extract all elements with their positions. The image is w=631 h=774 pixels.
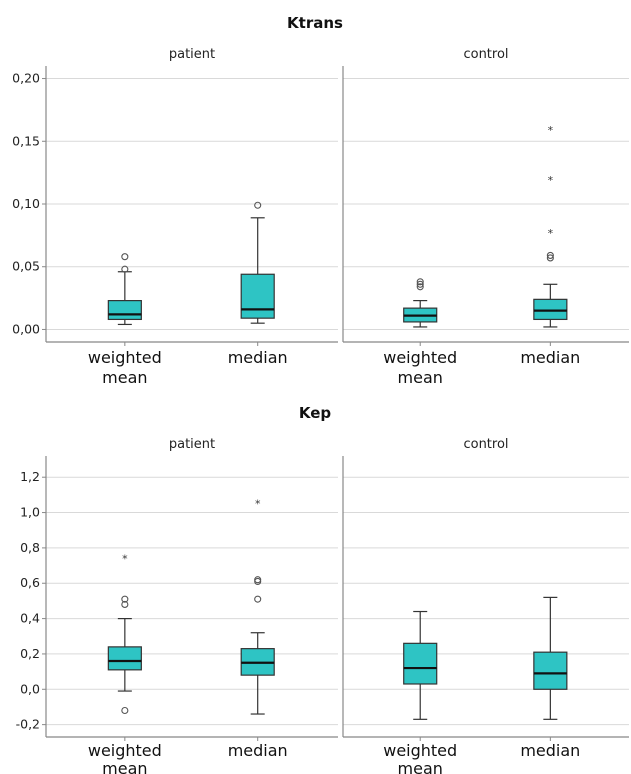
chart-title: Kep — [299, 404, 332, 422]
box-iqr — [403, 642, 438, 685]
x-category-label: mean — [398, 759, 443, 774]
box-iqr — [107, 646, 142, 671]
y-tick-label: -0,2 — [16, 717, 40, 732]
y-tick-label: 1,2 — [20, 469, 40, 484]
box-iqr — [240, 273, 275, 319]
outlier-point — [546, 254, 554, 262]
box-iqr — [107, 300, 142, 321]
panel-label-control: control — [463, 47, 508, 62]
y-tick-label: 0,4 — [20, 611, 40, 626]
chart-title: Ktrans — [287, 14, 343, 32]
y-tick-label: 0,20 — [12, 71, 40, 86]
panel-label-patient: patient — [169, 47, 215, 62]
x-category-label: median — [520, 741, 580, 760]
panel-label-patient: patient — [169, 437, 215, 452]
extreme-point: * — [548, 124, 554, 137]
outlier-point — [254, 201, 262, 209]
panel-label-control: control — [463, 437, 508, 452]
y-tick-label: 0,05 — [12, 259, 40, 274]
outlier-point — [254, 577, 262, 586]
outlier-point — [416, 280, 424, 288]
y-tick-label: 0,2 — [20, 646, 40, 661]
extreme-point: * — [548, 227, 554, 240]
y-tick-label: 0,00 — [12, 321, 40, 336]
outlier-point — [121, 595, 129, 603]
x-category-label: weighted — [88, 741, 162, 760]
x-category-label: median — [228, 741, 288, 760]
outlier-point — [121, 253, 129, 261]
outlier-point — [121, 706, 129, 715]
y-tick-label: 0,10 — [12, 196, 40, 211]
x-category-label: weighted — [383, 741, 457, 760]
y-tick-label: 0,0 — [20, 681, 40, 696]
box-iqr — [533, 651, 568, 690]
y-tick-label: 0,6 — [20, 575, 40, 590]
outlier-point — [546, 251, 554, 259]
extreme-point: * — [122, 553, 128, 566]
box-iqr — [533, 298, 568, 321]
x-category-label: mean — [102, 368, 147, 387]
extreme-point: * — [255, 498, 261, 511]
y-tick-label: 1,0 — [20, 505, 40, 520]
x-category-label: weighted — [383, 348, 457, 367]
x-category-label: weighted — [88, 348, 162, 367]
y-tick-label: 0,15 — [12, 133, 40, 148]
extreme-point: * — [548, 174, 554, 187]
x-category-label: mean — [398, 368, 443, 387]
outlier-point — [121, 600, 129, 609]
outlier-point — [121, 265, 129, 273]
x-category-label: median — [228, 348, 288, 367]
y-tick-label: 0,8 — [20, 540, 40, 555]
outlier-point — [416, 278, 424, 286]
x-category-label: median — [520, 348, 580, 367]
x-category-label: mean — [102, 759, 147, 774]
outlier-point — [416, 283, 424, 291]
outlier-point — [254, 595, 262, 603]
